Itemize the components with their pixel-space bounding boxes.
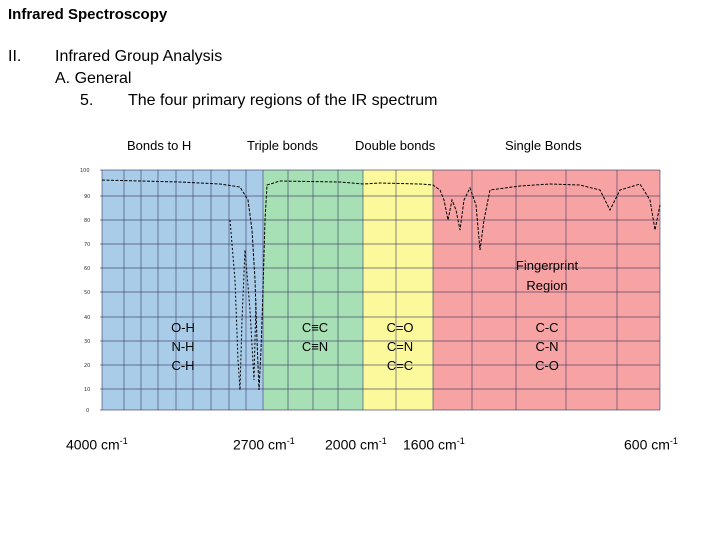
svg-text:0: 0 xyxy=(86,408,89,414)
svg-text:80: 80 xyxy=(84,218,90,224)
single-bond-labels: C-C C-N C-O xyxy=(522,318,572,375)
band-o-h: O-H xyxy=(171,320,195,335)
outline-heading: Infrared Group Analysis xyxy=(55,48,223,65)
ir-spectrum-trace-detail xyxy=(229,219,257,391)
svg-text:10: 10 xyxy=(84,387,90,393)
ir-spectrum-graphic: 100 90 80 70 60 50 40 30 20 10 0 xyxy=(80,160,670,422)
ir-spectrum-chart: 100 90 80 70 60 50 40 30 20 10 0 xyxy=(80,160,670,422)
region-single-bonds-band xyxy=(433,170,660,410)
band-c-double-n: C=N xyxy=(386,339,414,354)
svg-text:40: 40 xyxy=(84,315,90,321)
svg-text:20: 20 xyxy=(84,363,90,369)
band-n-h: N-H xyxy=(171,339,195,354)
band-c-c: C-C xyxy=(535,320,559,335)
svg-text:30: 30 xyxy=(84,339,90,345)
fingerprint-region-label: Fingerprint Region xyxy=(497,256,597,296)
tick-marks-decor: 100 90 80 70 60 50 40 30 20 10 0 xyxy=(80,168,90,414)
region-label-single-bonds: Single Bonds xyxy=(505,138,582,153)
ir-spectrum-trace xyxy=(101,179,661,391)
svg-text:100: 100 xyxy=(80,168,90,174)
bonds-to-h-labels: O-H N-H C-H xyxy=(160,318,206,375)
band-c-triple-c: C≡C xyxy=(301,320,329,335)
wavenumber-2000: 2000 cm-1 xyxy=(325,436,387,453)
outline-roman-numeral: II. xyxy=(8,48,22,65)
svg-text:70: 70 xyxy=(84,242,90,248)
outline-item-text: The four primary regions of the IR spect… xyxy=(128,92,438,109)
region-label-bonds-to-h: Bonds to H xyxy=(127,138,192,153)
wavenumber-2700: 2700 cm-1 xyxy=(233,436,295,453)
band-c-double-c: C=C xyxy=(386,358,414,373)
vertical-gridlines xyxy=(101,170,661,410)
band-c-n: C-N xyxy=(535,339,559,354)
wavenumber-4000: 4000 cm-1 xyxy=(66,436,128,453)
outline-item-number: 5. xyxy=(80,92,94,109)
band-c-double-o: C=O xyxy=(386,320,414,335)
band-c-o: C-O xyxy=(535,358,559,373)
double-bond-labels: C=O C=N C=C xyxy=(375,318,425,375)
fingerprint-label-line2: Region xyxy=(526,278,568,293)
page-title: Infrared Spectroscopy xyxy=(8,6,168,23)
wavenumber-600: 600 cm-1 xyxy=(624,436,678,453)
band-c-triple-n: C≡N xyxy=(301,339,329,354)
svg-text:60: 60 xyxy=(84,266,90,272)
wavenumber-1600: 1600 cm-1 xyxy=(403,436,465,453)
fingerprint-label-line1: Fingerprint xyxy=(515,258,579,273)
band-c-h: C-H xyxy=(171,358,195,373)
region-label-triple-bonds: Triple bonds xyxy=(247,138,319,153)
svg-text:90: 90 xyxy=(84,194,90,200)
region-bonds-to-h-band xyxy=(102,170,263,410)
region-double-bonds-band xyxy=(363,170,433,410)
region-label-double-bonds: Double bonds xyxy=(355,138,436,153)
svg-text:50: 50 xyxy=(84,290,90,296)
outline-subheading: A. General xyxy=(55,70,132,87)
triple-bond-labels: C≡C C≡N xyxy=(290,318,340,356)
